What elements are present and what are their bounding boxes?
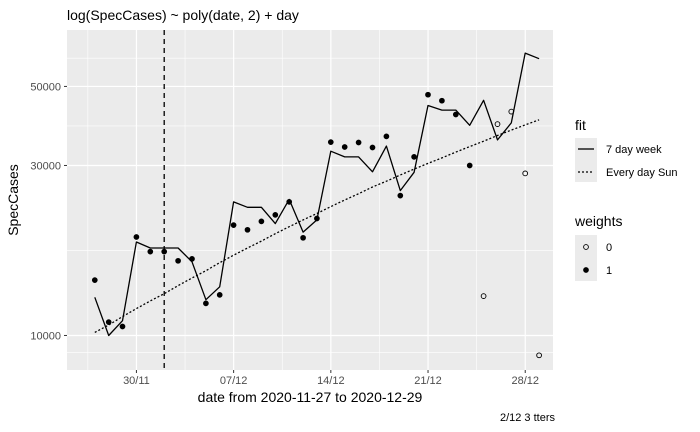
observed-point-weight-1 xyxy=(105,319,112,325)
observed-point-weight-1 xyxy=(383,133,390,140)
legend-fit-label-1: Every day Sun xyxy=(606,167,678,179)
observed-point-weight-1 xyxy=(466,162,473,169)
x-tick-label: 21/12 xyxy=(414,375,442,387)
observed-point-weight-1 xyxy=(411,154,417,160)
x-tick-label: 28/12 xyxy=(511,375,539,387)
chart-title: log(SpecCases) ~ poly(date, 2) + day xyxy=(67,7,299,23)
observed-point-weight-1 xyxy=(286,199,293,205)
observed-point-weight-1 xyxy=(161,248,168,255)
legend-weights-label-0: 0 xyxy=(606,242,612,254)
y-axis-title: SpecCases xyxy=(5,164,21,236)
observed-points xyxy=(91,91,542,359)
grid-major xyxy=(67,30,553,370)
y-axis: 10000 30000 50000 xyxy=(30,81,67,342)
observed-point-weight-1 xyxy=(341,144,348,150)
legend-weights-label-1: 1 xyxy=(606,265,612,277)
observed-point-weight-1 xyxy=(369,144,376,151)
x-axis-title: date from 2020-11-27 to 2020-12-29 xyxy=(198,389,423,405)
observed-point-weight-0 xyxy=(536,352,542,359)
y-tick-label: 30000 xyxy=(30,160,61,172)
y-tick-label: 50000 xyxy=(30,81,61,93)
observed-point-weight-1 xyxy=(147,248,154,255)
observed-point-weight-0 xyxy=(494,121,501,127)
legend-key-open-point xyxy=(583,244,589,250)
legend-fit-label-0: 7 day week xyxy=(606,144,662,156)
observed-point-weight-1 xyxy=(272,212,279,218)
legend-key-filled-point xyxy=(583,267,589,273)
observed-point-weight-1 xyxy=(314,215,320,222)
y-tick-label: 10000 xyxy=(30,330,61,342)
legend-fit: fit 7 day week Every day Sun xyxy=(575,117,678,182)
observed-point-weight-1 xyxy=(258,218,265,225)
observed-point-weight-1 xyxy=(397,192,404,199)
legend-weights-title: weights xyxy=(574,213,622,229)
observed-point-weight-1 xyxy=(119,323,126,330)
x-tick-label: 14/12 xyxy=(317,375,345,387)
observed-point-weight-0 xyxy=(480,293,487,299)
observed-point-weight-1 xyxy=(300,234,306,241)
plot-panel xyxy=(67,30,553,370)
observed-point-weight-1 xyxy=(327,139,334,145)
x-axis: 30/11 07/12 14/12 21/12 28/12 xyxy=(123,370,539,387)
legend-fit-title: fit xyxy=(575,117,586,133)
observed-point-weight-1 xyxy=(216,292,223,298)
observed-point-weight-1 xyxy=(203,300,209,307)
legend-key-bg xyxy=(575,138,597,182)
x-tick-label: 30/11 xyxy=(123,375,150,387)
observed-point-weight-1 xyxy=(439,97,445,104)
observed-point-weight-1 xyxy=(452,111,459,118)
legend-weights: weights 0 1 xyxy=(574,213,622,281)
series-every-day-sun-line xyxy=(94,119,540,333)
observed-point-weight-1 xyxy=(244,226,251,233)
observed-point-weight-1 xyxy=(425,91,431,98)
x-tick-label: 07/12 xyxy=(220,375,248,387)
observed-point-weight-1 xyxy=(133,234,140,240)
legend-key-bg xyxy=(575,235,597,281)
caption: 2/12 3 tters xyxy=(500,412,556,424)
observed-point-weight-1 xyxy=(91,277,98,283)
observed-point-weight-1 xyxy=(175,257,181,264)
observed-point-weight-0 xyxy=(522,170,529,177)
observed-point-weight-0 xyxy=(508,108,515,115)
observed-point-weight-1 xyxy=(355,139,362,146)
observed-point-weight-1 xyxy=(189,256,195,262)
observed-point-weight-1 xyxy=(230,222,237,228)
